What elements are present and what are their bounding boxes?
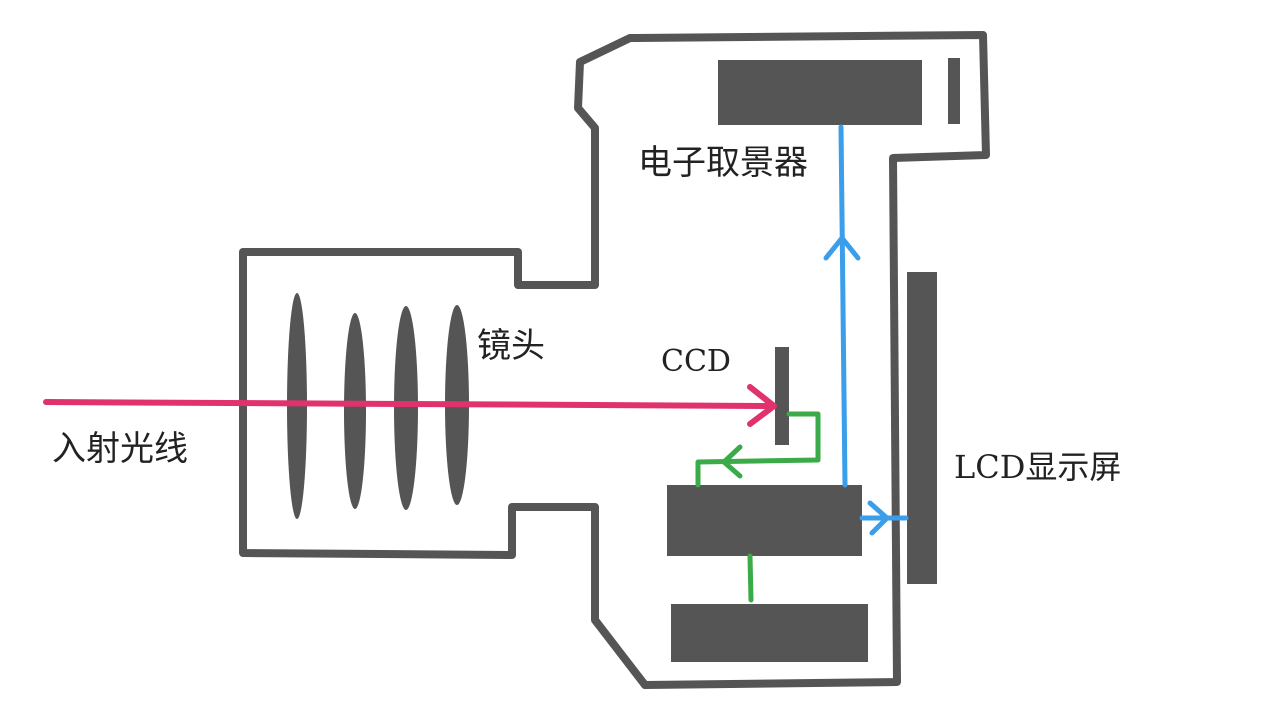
- ccd-signal-arrowhead: [721, 444, 743, 479]
- incident-light-ray: [43, 399, 773, 409]
- incident-light-arrowhead: [747, 384, 777, 427]
- processor-block: [667, 485, 862, 556]
- storage-signal-path: [747, 553, 754, 603]
- evf-label: 电子取景器: [638, 143, 808, 183]
- evf-display-arrowhead: [823, 235, 861, 261]
- storage-block: [671, 604, 868, 662]
- lens-element-3: [394, 306, 418, 510]
- lcd-screen: [907, 272, 937, 584]
- ccd-signal-path: [695, 411, 821, 488]
- incident-light-label: 入射光线: [52, 429, 188, 469]
- evf-eyepiece: [948, 58, 960, 124]
- lcd-display-arrowhead: [867, 500, 890, 536]
- lens-label: 镜头: [477, 326, 545, 366]
- ccd-sensor: [775, 347, 789, 445]
- lcd-label: LCD显示屏: [954, 448, 1121, 486]
- camera-body-outline: [239, 31, 990, 689]
- evf-screen: [718, 60, 922, 125]
- lens-element-2: [344, 313, 366, 509]
- ccd-label: CCD: [661, 344, 731, 379]
- evf-display-path: [838, 124, 848, 488]
